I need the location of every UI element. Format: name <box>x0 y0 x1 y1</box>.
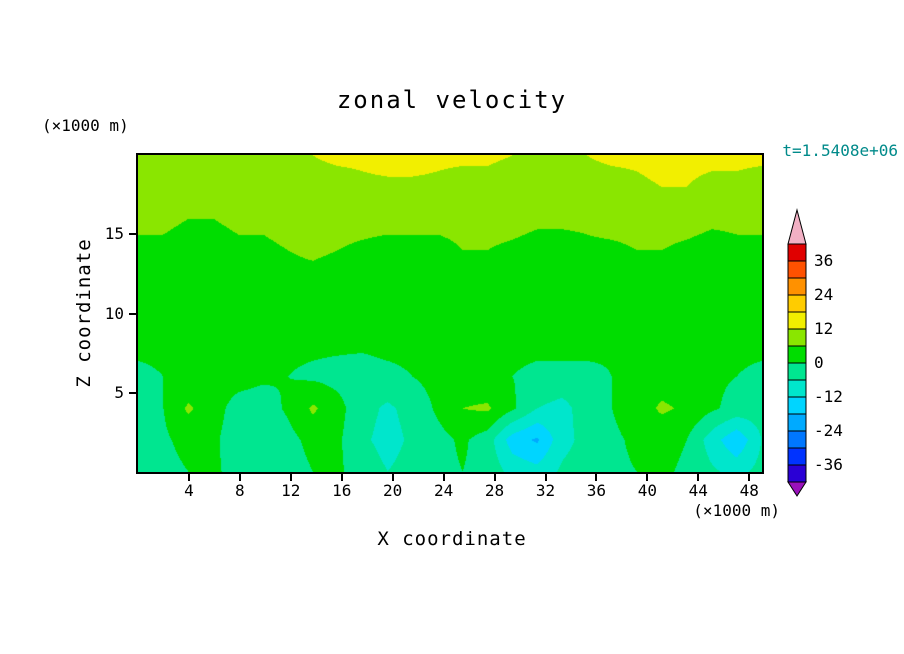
x-tick <box>646 474 649 481</box>
contour-field-canvas <box>136 153 764 474</box>
y-tick <box>129 312 136 315</box>
y-tick-label: 10 <box>104 303 124 323</box>
colorbar-band <box>787 362 807 381</box>
colorbar-band <box>787 345 807 364</box>
y-tick <box>129 233 136 236</box>
x-axis-title: X coordinate <box>377 528 527 550</box>
x-tick-label: 36 <box>586 481 607 500</box>
x-tick <box>697 474 700 481</box>
x-tick <box>289 474 292 481</box>
x-tick <box>187 474 190 481</box>
z-axis-unit-label: (×1000 m) <box>42 116 129 135</box>
colorbar-label: 36 <box>814 251 833 270</box>
x-tick <box>340 474 343 481</box>
colorbar-band <box>787 294 807 313</box>
colorbar-band <box>787 396 807 415</box>
x-tick-label: 40 <box>637 481 657 500</box>
x-tick-label: 16 <box>332 481 352 500</box>
colorbar-band <box>787 260 807 279</box>
colorbar-band <box>787 311 807 330</box>
colorbar-label: 12 <box>814 319 833 338</box>
x-tick <box>544 474 547 481</box>
colorbar-band <box>787 447 807 466</box>
y-tick <box>129 391 136 394</box>
x-axis-unit-label: (×1000 m) <box>693 501 780 520</box>
colorbar-band <box>787 464 807 483</box>
colorbar-label: 0 <box>814 353 824 372</box>
x-tick-label: 24 <box>433 481 454 500</box>
x-tick-label: 8 <box>235 481 245 500</box>
y-tick-label: 5 <box>114 382 124 402</box>
colorbar-band <box>787 243 807 262</box>
x-tick <box>493 474 496 481</box>
colorbar-under-arrow <box>787 481 807 497</box>
colorbar-band <box>787 328 807 347</box>
x-tick <box>391 474 394 481</box>
x-tick-label: 28 <box>484 481 505 500</box>
plot-title: zonal velocity <box>336 86 568 114</box>
colorbar-label: 24 <box>814 285 833 304</box>
x-tick <box>595 474 598 481</box>
y-tick-label: 15 <box>104 224 124 244</box>
x-tick-label: 4 <box>184 481 194 500</box>
colorbar-band <box>787 413 807 432</box>
colorbar: 36 24 12 0 -12 -24 -36 <box>787 208 843 497</box>
x-tick-label: 20 <box>383 481 403 500</box>
x-tick-label: 12 <box>281 481 301 500</box>
colorbar-over-arrow <box>787 208 807 245</box>
colorbar-band <box>787 379 807 398</box>
x-tick <box>442 474 445 481</box>
colorbar-label: -24 <box>814 421 843 440</box>
colorbar-band <box>787 430 807 449</box>
x-tick <box>238 474 241 481</box>
x-tick-label: 44 <box>688 481 708 500</box>
colorbar-band <box>787 277 807 296</box>
time-annotation: t=1.5408e+06 <box>782 141 898 160</box>
colorbar-label: -12 <box>814 387 843 406</box>
x-tick-label: 32 <box>535 481 556 500</box>
x-tick-label: 48 <box>739 481 759 500</box>
x-tick <box>748 474 751 481</box>
colorbar-label: -36 <box>814 455 843 474</box>
